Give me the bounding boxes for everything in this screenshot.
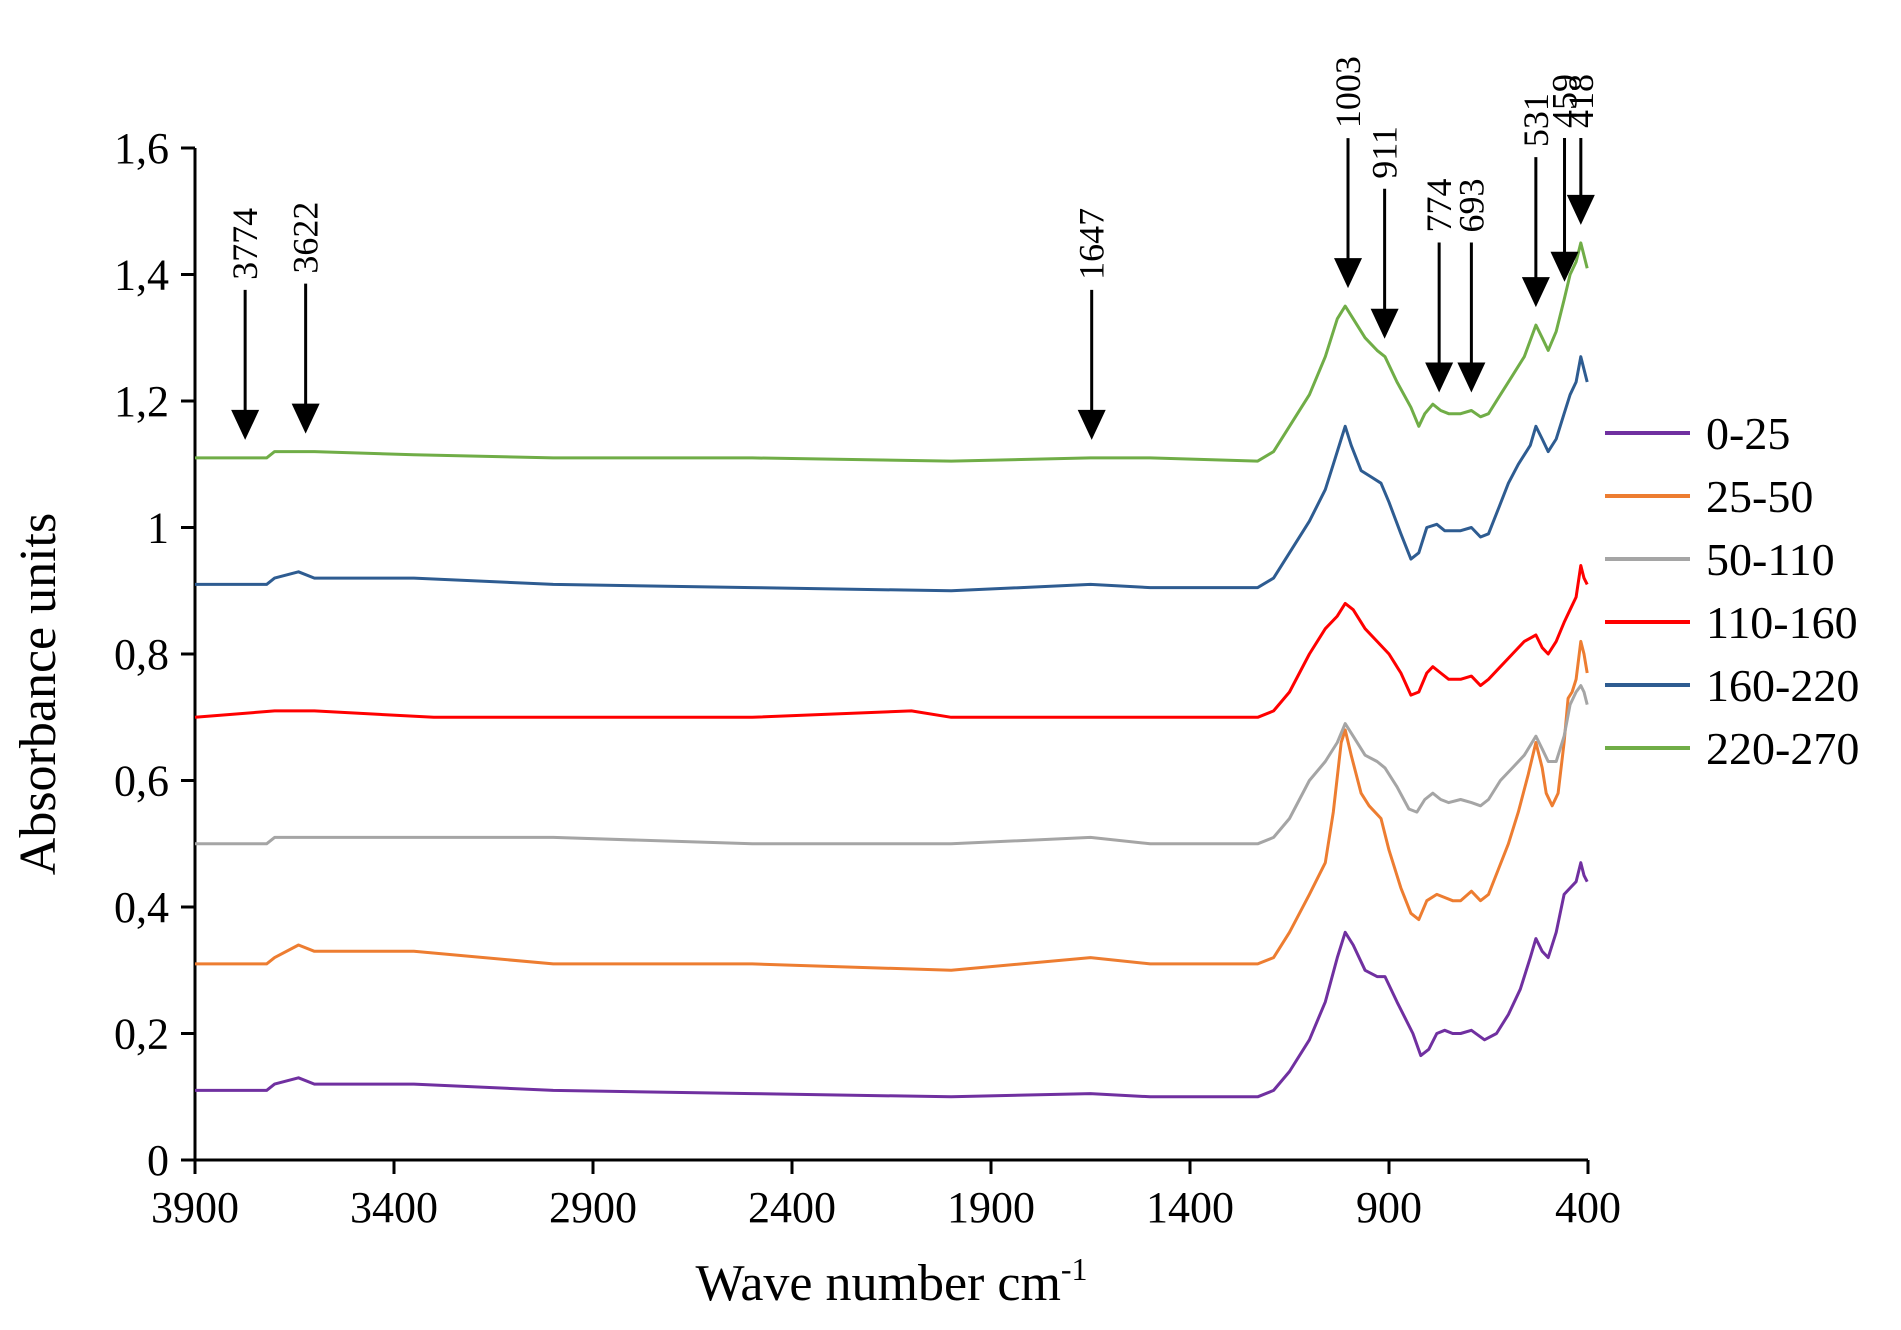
annotation-label: 693 <box>1451 178 1491 232</box>
annotation-3774: 3774 <box>225 208 265 440</box>
annotation-arrow-head <box>1521 277 1550 308</box>
y-tick-label: 1,2 <box>114 377 169 426</box>
annotation-label: 3622 <box>286 202 326 274</box>
annotation-label: 531 <box>1516 93 1556 147</box>
legend: 0-25 25-50 50-110 110-160 160-220 220-270 <box>1605 408 1859 774</box>
series-line-25-50 <box>195 639 1589 972</box>
series-line-50-110 <box>195 684 1589 846</box>
annotation-label: 418 <box>1561 74 1601 128</box>
y-axis-title: Absorbance units <box>10 513 67 875</box>
x-tick-label: 2900 <box>549 1183 637 1232</box>
annotation-arrow-head <box>1370 308 1399 339</box>
annotation-arrow-head <box>1334 258 1363 289</box>
y-tick-label: 0,2 <box>114 1010 169 1059</box>
annotation-arrow-head <box>231 409 260 440</box>
x-tick-label: 900 <box>1356 1183 1422 1232</box>
series-line-220-270 <box>195 241 1589 463</box>
x-tick-label: 2400 <box>748 1183 836 1232</box>
series-line-0-25 <box>195 861 1589 1099</box>
x-tick-label: 3400 <box>350 1183 438 1232</box>
series-line-160-220 <box>195 355 1589 593</box>
x-tick-label: 3900 <box>151 1183 239 1232</box>
y-tick-label: 1,4 <box>114 251 169 300</box>
x-tick-label: 1400 <box>1146 1183 1234 1232</box>
series-line-110-160 <box>194 564 1589 719</box>
x-axis-title: Wave number cm-1 <box>695 1251 1087 1312</box>
legend-item-0-25: 0-25 <box>1605 408 1790 459</box>
annotation-label: 3774 <box>225 208 265 280</box>
annotation-1003: 1003 <box>1328 56 1368 289</box>
annotation-arrow-head <box>1425 362 1454 393</box>
annotation-label: 911 <box>1365 126 1405 179</box>
legend-item-220-270: 220-270 <box>1605 723 1859 774</box>
y-tick-label: 0,6 <box>114 757 169 806</box>
annotation-911: 911 <box>1365 126 1405 339</box>
series-lines <box>194 241 1589 1099</box>
x-axis-title-text: Wave number cm <box>695 1255 1060 1312</box>
tick-labels: 0 0,2 0,4 0,6 0,8 1 1,2 1,4 1,6 3900 3400 2900 2400 1… <box>114 124 1621 1232</box>
annotation-459: 459 <box>1545 74 1585 282</box>
legend-label: 110-160 <box>1706 597 1858 648</box>
legend-label: 0-25 <box>1706 408 1790 459</box>
legend-item-160-220: 160-220 <box>1605 660 1859 711</box>
y-tick-label: 0,8 <box>114 630 169 679</box>
y-tick-label: 1,6 <box>114 124 169 173</box>
y-tick-label: 1 <box>147 504 169 553</box>
annotation-arrow-head <box>291 403 320 434</box>
legend-label: 25-50 <box>1706 471 1813 522</box>
annotation-693: 693 <box>1451 178 1491 393</box>
legend-item-110-160: 110-160 <box>1605 597 1858 648</box>
legend-item-50-110: 50-110 <box>1605 534 1835 585</box>
axes <box>193 148 1588 1162</box>
annotation-531: 531 <box>1516 93 1556 308</box>
y-tick-label: 0 <box>147 1136 169 1185</box>
annotation-arrow-head <box>1566 194 1595 225</box>
annotation-arrow-head <box>1077 409 1106 440</box>
legend-label: 160-220 <box>1706 660 1859 711</box>
annotation-label: 1003 <box>1328 56 1368 128</box>
x-axis-title-superscript: -1 <box>1061 1251 1088 1287</box>
annotation-1647: 1647 <box>1072 208 1112 440</box>
y-tick-label: 0,4 <box>114 883 169 932</box>
legend-label: 50-110 <box>1706 534 1835 585</box>
annotation-label: 459 <box>1545 74 1585 128</box>
annotation-arrow-head <box>1550 251 1579 282</box>
annotation-418: 418 <box>1561 74 1601 225</box>
x-tick-label: 400 <box>1555 1183 1621 1232</box>
annotation-3622: 3622 <box>286 202 326 434</box>
annotation-label: 1647 <box>1072 208 1112 280</box>
annotation-774: 774 <box>1419 178 1459 393</box>
annotation-arrow-head <box>1457 362 1486 393</box>
legend-label: 220-270 <box>1706 723 1859 774</box>
legend-item-25-50: 25-50 <box>1605 471 1813 522</box>
x-tick-label: 1900 <box>947 1183 1035 1232</box>
annotation-label: 774 <box>1419 178 1459 232</box>
